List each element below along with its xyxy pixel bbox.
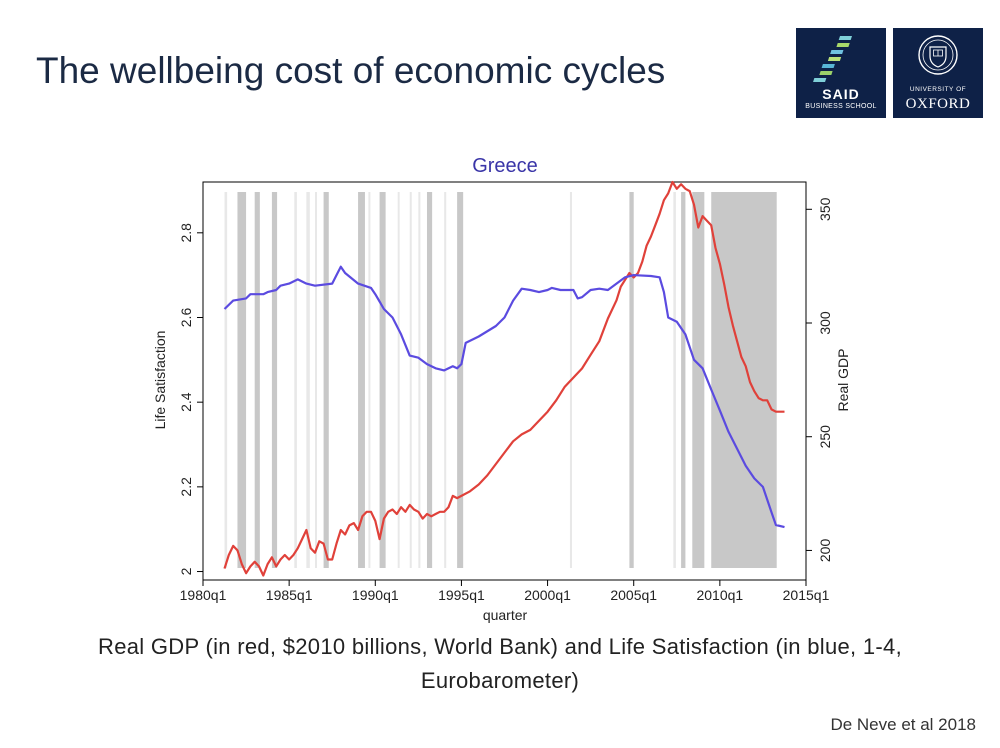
x-tick-label: 1990q1 — [352, 587, 399, 603]
axes: 1980q1 1985q1 1990q1 1995q1 2000q1 2005q1 2010… — [178, 197, 833, 603]
recession-band — [457, 192, 464, 568]
oxford-crest-icon — [918, 35, 958, 75]
recession-band — [224, 192, 228, 568]
y-axis-left-label: Life Satisfaction — [152, 331, 168, 430]
y-left-tick-label: 2.6 — [178, 308, 194, 328]
oxford-university-of: UNIVERSITY OF — [909, 86, 967, 93]
recession-band — [254, 192, 260, 568]
y-left-tick-label: 2 — [178, 567, 194, 575]
x-tick-label: 2010q1 — [696, 587, 743, 603]
x-tick-label: 2005q1 — [610, 587, 657, 603]
oxford-name: OXFORD — [905, 96, 971, 112]
recession-band — [368, 192, 371, 568]
y-axis-right-label: Real GDP — [835, 348, 851, 411]
greece-chart: 1980q1 1985q1 1990q1 1995q1 2000q1 2005q1 2010… — [152, 155, 851, 623]
slide-title: The wellbeing cost of economic cycles — [36, 50, 666, 91]
y-right-tick-label: 300 — [817, 311, 833, 335]
recession-band — [271, 192, 278, 568]
series-lines — [223, 180, 785, 577]
x-tick-label: 1985q1 — [266, 587, 313, 603]
x-tick-label: 2015q1 — [783, 587, 830, 603]
recession-band — [294, 192, 297, 568]
recession-band — [379, 192, 386, 568]
recession-band — [418, 192, 421, 568]
recession-band — [681, 192, 686, 568]
recession-band — [444, 192, 447, 568]
y-right-tick-label: 350 — [817, 197, 833, 221]
said-name: SAID — [822, 86, 860, 102]
oxford-logo: UNIVERSITY OF OXFORD — [893, 28, 983, 118]
plot-frame — [202, 181, 807, 581]
recession-band — [323, 192, 329, 568]
series-line-real-gdp — [223, 180, 785, 577]
citation-credit: De Neve et al 2018 — [830, 715, 976, 734]
recession-band — [358, 192, 365, 568]
recession-band — [673, 192, 676, 568]
recession-band — [711, 192, 777, 568]
y-left-tick-label: 2.2 — [178, 477, 194, 497]
chart-title: Greece — [472, 155, 538, 177]
slide-caption: Real GDP (in red, $2010 billions, World … — [98, 634, 902, 693]
x-tick-label: 1995q1 — [438, 587, 485, 603]
y-right-tick-label: 200 — [817, 539, 833, 563]
recession-band — [629, 192, 634, 568]
x-axis-label: quarter — [483, 607, 528, 623]
x-tick-label: 2000q1 — [524, 587, 571, 603]
y-right-tick-label: 250 — [817, 425, 833, 449]
series-line-life-satisfaction — [223, 265, 785, 529]
said-stripes-icon — [813, 36, 852, 82]
recession-band — [237, 192, 247, 568]
said-subtitle: BUSINESS SCHOOL — [805, 103, 877, 110]
y-left-tick-label: 2.4 — [178, 392, 194, 412]
recession-band — [426, 192, 433, 568]
recession-band — [314, 192, 317, 568]
recession-band — [692, 192, 705, 568]
y-left-tick-label: 2.8 — [178, 223, 194, 243]
recession-band — [409, 192, 412, 568]
recession-shading — [224, 192, 777, 568]
x-tick-label: 1980q1 — [180, 587, 227, 603]
recession-band — [397, 192, 400, 568]
recession-band — [306, 192, 310, 568]
said-business-school-logo: SAID BUSINESS SCHOOL — [796, 28, 886, 118]
